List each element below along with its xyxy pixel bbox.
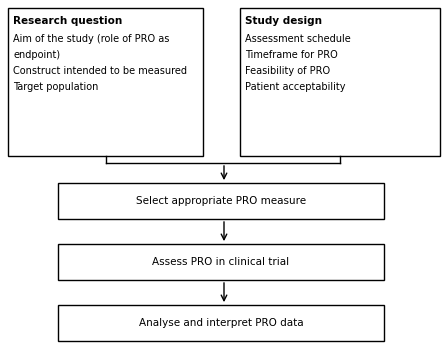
Text: Aim of the study (role of PRO as: Aim of the study (role of PRO as (13, 34, 169, 44)
Bar (240, 8, 440, 156)
Text: Assess PRO in clinical trial: Assess PRO in clinical trial (152, 257, 289, 267)
Bar (58, 183, 384, 219)
Text: Timeframe for PRO: Timeframe for PRO (245, 50, 338, 60)
Text: Target population: Target population (13, 82, 99, 92)
Text: Research question: Research question (13, 16, 122, 26)
Text: Feasibility of PRO: Feasibility of PRO (245, 66, 330, 76)
Text: Analyse and interpret PRO data: Analyse and interpret PRO data (139, 318, 303, 328)
Bar (58, 244, 384, 280)
Text: Patient acceptability: Patient acceptability (245, 82, 345, 92)
Text: Select appropriate PRO measure: Select appropriate PRO measure (136, 196, 306, 206)
Bar (8, 8, 203, 156)
Text: Construct intended to be measured: Construct intended to be measured (13, 66, 187, 76)
Text: endpoint): endpoint) (13, 50, 60, 60)
Text: Study design: Study design (245, 16, 322, 26)
Bar (58, 305, 384, 341)
Text: Assessment schedule: Assessment schedule (245, 34, 351, 44)
